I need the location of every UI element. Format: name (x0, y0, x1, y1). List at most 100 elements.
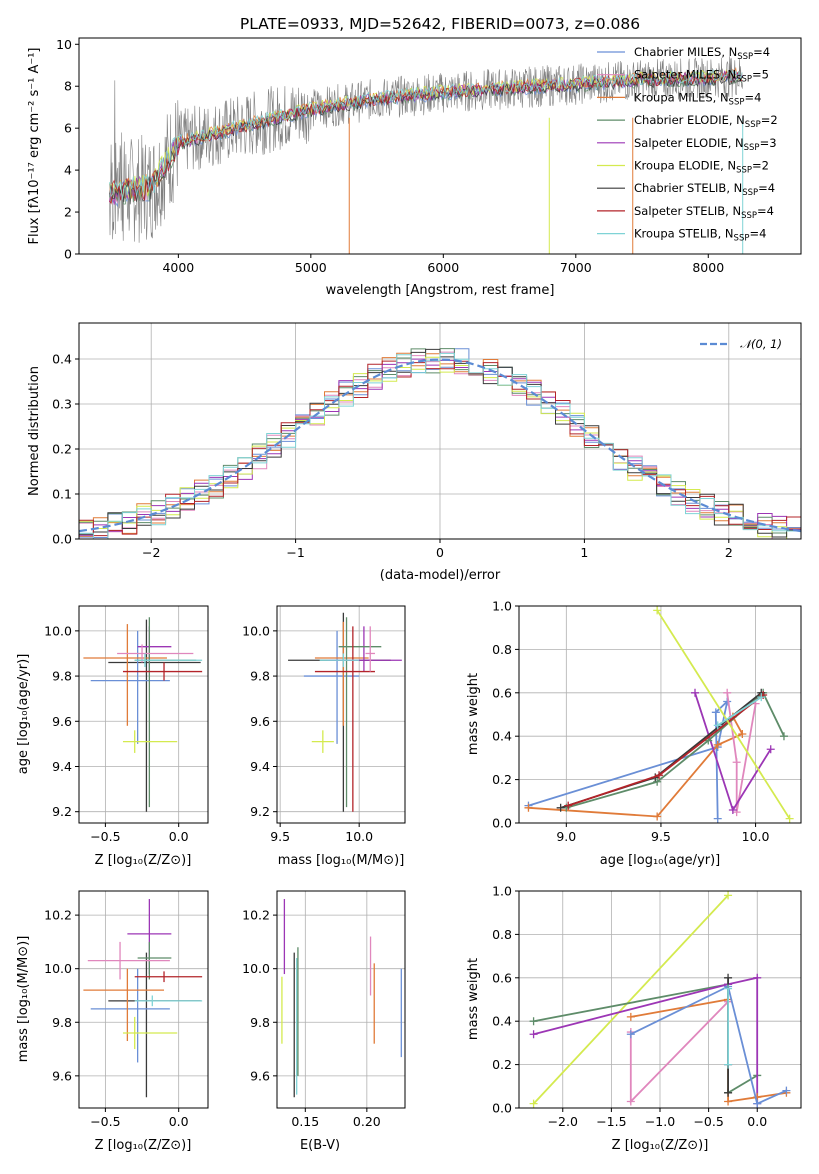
weight-marker (626, 1030, 635, 1039)
age-weight-panel: age [log₁₀(age/yr)] mass weight 9.0 9.5 10… (466, 599, 802, 868)
weight-marker (655, 771, 664, 780)
x-tick-label: −1.5 (596, 1114, 626, 1129)
weight-marker (757, 693, 766, 702)
axes-frame (78, 322, 802, 540)
x-tick-label: 0.15 (291, 1114, 319, 1129)
weight-marker (753, 973, 762, 982)
ebv-mass-plot: 0.15 0.20 9.6 9.8 10.0 10.2 (242, 890, 406, 1129)
y-tick-label: 0.3 (52, 397, 72, 412)
weight-marker (524, 803, 533, 812)
residuals-panel: (data-model)/error Normed distribution −… (27, 322, 802, 583)
legend-count: =5 (752, 68, 769, 82)
legend-entry: Salpeter ELODIE, NSSP=3 (634, 136, 777, 153)
x-tick-label: 10.0 (742, 829, 770, 844)
z-weight-plot: −2.0 −1.5 −1.0 −0.5 0.0 0.0 0.2 0.4 0.6 0.8 1.0 (492, 884, 802, 1129)
weight-line (629, 999, 729, 1104)
legend-text: Salpeter MILES, N (634, 68, 736, 82)
legend-count: =4 (753, 45, 770, 59)
y-tick-label: 10.0 (44, 961, 72, 976)
y-tick-label: 0.0 (492, 816, 512, 831)
y-tick-label: 2 (64, 205, 72, 220)
age-weight-xlabel: age [log₁₀(age/yr)] (600, 853, 721, 868)
weight-marker (713, 814, 722, 823)
weight-line (533, 976, 759, 1104)
legend-entry: Salpeter STELIB, NSSP=4 (634, 204, 774, 221)
legend-entry: Kroupa STELIB, NSSP=4 (634, 227, 766, 244)
z-mass-xlabel: Z [log₁₀(Z/Z⊙)] (95, 1138, 192, 1153)
weight-marker (724, 973, 733, 982)
model-spectrum-line (109, 71, 743, 205)
legend-text: Kroupa STELIB, N (634, 227, 734, 241)
grid (79, 606, 208, 823)
model-spectrum-line (109, 68, 743, 200)
weight-marker (653, 777, 662, 786)
y-tick-label: 9.8 (250, 1015, 270, 1030)
spectrum-ylabel: Flux [fλ10⁻¹⁷ erg cm⁻² s⁻¹ A⁻¹] (27, 48, 42, 245)
x-tick-label: 4000 (162, 260, 194, 275)
legend-subscript: SSP (729, 97, 745, 107)
spectrum-xlabel: wavelength [Angstrom, rest frame] (326, 283, 555, 298)
y-tick-label: 0.8 (492, 642, 512, 657)
y-tick-label: 0.0 (492, 1101, 512, 1116)
y-tick-label: 0.4 (492, 729, 512, 744)
x-tick-label: 2 (725, 545, 733, 560)
y-tick-label: 1.0 (492, 884, 512, 899)
y-tick-label: 0.4 (492, 1014, 512, 1029)
residuals-xlabel: (data-model)/error (380, 568, 501, 583)
y-tick-label: 10.0 (242, 623, 270, 638)
mass-age-plot: 9.5 10.0 9.2 9.4 9.6 9.8 10.0 (242, 605, 406, 844)
weight-marker (724, 891, 733, 900)
legend-subscript: SSP (737, 52, 753, 62)
x-tick-label: 0.0 (169, 1114, 189, 1129)
x-tick-label: 5000 (295, 260, 327, 275)
x-tick-label: 0.0 (169, 829, 189, 844)
weight-line (528, 698, 729, 819)
x-tick-label: 9.5 (270, 829, 290, 844)
axes-frame (78, 605, 209, 824)
weight-marker (779, 732, 788, 741)
x-tick-label: 9.5 (651, 829, 671, 844)
weight-line (528, 716, 744, 818)
weight-marker (785, 814, 794, 823)
legend-text: Salpeter STELIB, N (634, 204, 741, 218)
weight-marker (724, 1097, 733, 1106)
legend-entry-gaussian: 𝒩(0, 1) (740, 337, 782, 351)
weight-line (532, 894, 729, 1105)
y-tick-label: 10.0 (242, 961, 270, 976)
y-tick-label: 10.2 (242, 908, 270, 923)
grid (519, 605, 801, 824)
axes-frame (518, 890, 802, 1109)
y-tick-label: 0.8 (492, 927, 512, 942)
y-tick-label: 0.6 (492, 970, 512, 985)
weight-marker (724, 1060, 733, 1069)
axes-frame (276, 890, 406, 1109)
mass-age-panel: mass [log₁₀(M/M⊙)] 9.5 10.0 9.2 9.4 9.6 9.8 10… (242, 605, 406, 868)
legend-text: Kroupa ELODIE, N (634, 159, 736, 173)
z-age-panel: Z [log₁₀(Z/Z⊙)] age [log₁₀(age/yr)] −0.5… (16, 605, 209, 868)
y-tick-label: 0.1 (52, 487, 72, 502)
plot-area (83, 617, 203, 812)
y-tick-label: 4 (64, 163, 72, 178)
x-tick-label: 6000 (427, 260, 459, 275)
weight-marker (691, 688, 700, 697)
plot-area (109, 56, 744, 254)
x-tick-label: 9.0 (556, 829, 576, 844)
weight-marker (711, 708, 720, 717)
legend-entry: Kroupa MILES, NSSP=4 (634, 90, 761, 107)
legend-entry: Chabrier STELIB, NSSP=4 (634, 181, 775, 198)
gaussian-curve (79, 358, 801, 533)
axes-frame (276, 605, 406, 824)
spectrum-panel: PLATE=0933, MJD=52642, FIBERID=0073, z=0… (27, 15, 802, 298)
legend-count: =4 (757, 204, 774, 218)
z-mass-ylabel: mass [log₁₀(M/M⊙)] (16, 936, 31, 1063)
plot-area (529, 891, 791, 1108)
z-age-plot: −0.5 0.0 9.2 9.4 9.6 9.8 10.0 (44, 605, 209, 844)
weight-marker (556, 803, 565, 812)
y-tick-label: 9.2 (52, 804, 72, 819)
weight-marker (782, 1086, 791, 1095)
y-tick-label: 10.2 (44, 908, 72, 923)
y-tick-label: 9.6 (52, 1068, 72, 1083)
legend-count: =2 (761, 113, 778, 127)
legend-subscript: SSP (734, 234, 750, 244)
